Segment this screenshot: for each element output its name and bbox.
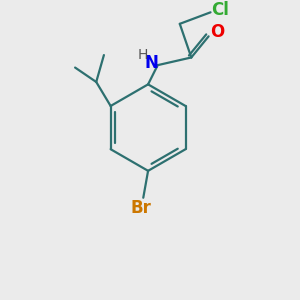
Text: Br: Br [131,199,152,217]
Text: O: O [210,22,224,40]
Text: N: N [144,54,158,72]
Text: Cl: Cl [211,2,229,20]
Text: H: H [137,48,148,62]
